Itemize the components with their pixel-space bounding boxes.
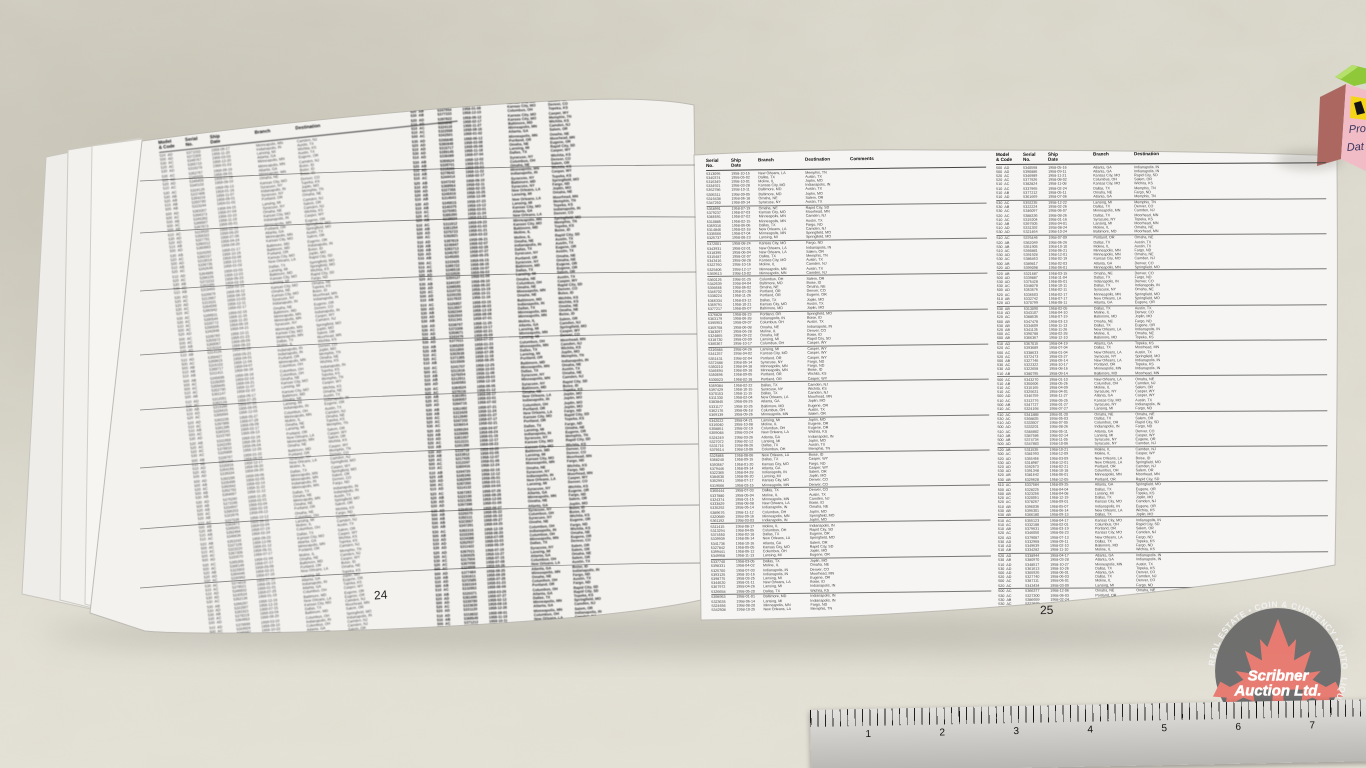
svg-text:Dat: Dat bbox=[1346, 141, 1365, 154]
svg-text:Pro: Pro bbox=[1348, 123, 1366, 136]
svg-text:Auction Ltd.: Auction Ltd. bbox=[1233, 683, 1321, 700]
